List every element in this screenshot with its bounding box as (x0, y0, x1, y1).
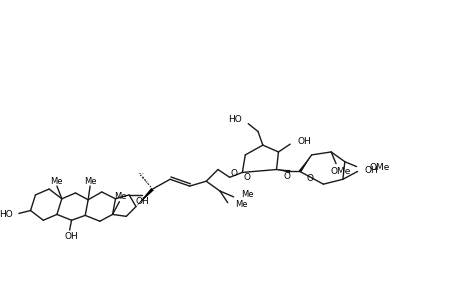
Polygon shape (298, 155, 311, 172)
Polygon shape (136, 188, 153, 207)
Text: Me: Me (50, 177, 62, 186)
Text: OH: OH (136, 197, 149, 206)
Text: O: O (243, 173, 250, 182)
Text: OMe: OMe (369, 163, 389, 172)
Text: Me: Me (235, 200, 247, 209)
Text: OH: OH (364, 166, 377, 175)
Text: Me: Me (84, 177, 96, 186)
Text: ...: ... (137, 167, 144, 176)
Text: Me: Me (241, 190, 253, 200)
Text: HO: HO (228, 115, 242, 124)
Text: O: O (283, 172, 290, 181)
Text: OMe: OMe (330, 167, 350, 176)
Text: Me: Me (114, 192, 126, 201)
Text: O: O (306, 174, 313, 183)
Text: OH: OH (65, 232, 78, 242)
Text: OH: OH (297, 137, 311, 146)
Text: HO: HO (0, 210, 13, 219)
Polygon shape (276, 169, 290, 173)
Text: O: O (230, 169, 236, 178)
